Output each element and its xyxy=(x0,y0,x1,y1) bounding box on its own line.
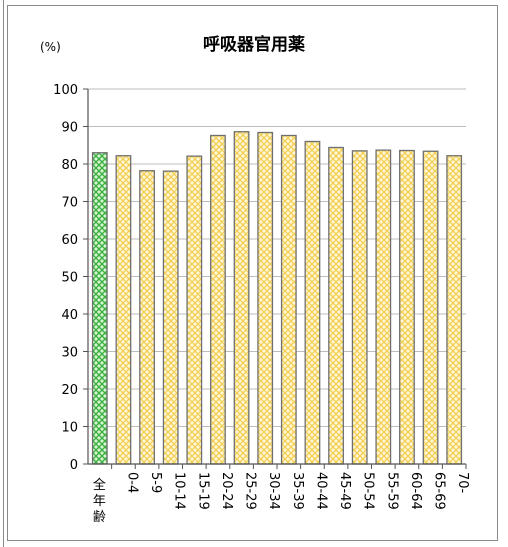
x-tick-label: 5-9 xyxy=(148,472,163,493)
x-tick-label: 40-44 xyxy=(313,472,328,510)
bar xyxy=(162,170,179,465)
x-tick-label: 35-39 xyxy=(290,472,305,510)
bar xyxy=(233,131,250,465)
x-tick-label: 10-14 xyxy=(172,472,187,510)
y-axis-ticks: 0 10 20 30 40 50 60 70 80 90 100 xyxy=(53,83,88,473)
y-tick-label: 20 xyxy=(61,383,78,398)
y-tick-label: 50 xyxy=(61,271,78,286)
x-tick-label: 20-24 xyxy=(219,472,234,510)
chart-frame xyxy=(7,5,498,541)
x-tick-label: 25-29 xyxy=(243,472,258,510)
x-axis-labels: 全年齢 0-4 5-9 10-14 15-19 20-24 25-29 30-34 35-39 4… xyxy=(93,464,470,525)
bars xyxy=(91,131,463,465)
bar xyxy=(304,140,321,465)
y-tick-label: 10 xyxy=(61,421,78,436)
y-tick-label: 60 xyxy=(61,233,78,248)
x-tick-label: 全年齢 xyxy=(93,477,106,525)
chart-title: 呼吸器官用薬 xyxy=(203,35,305,55)
bar xyxy=(328,146,344,465)
y-tick-label: 70 xyxy=(61,196,78,211)
y-tick-label: 100 xyxy=(53,83,78,98)
x-tick-label: 30-34 xyxy=(266,472,281,510)
x-tick-label: 65-69 xyxy=(432,472,447,510)
y-tick-label: 40 xyxy=(61,308,78,323)
x-tick-label: 55-59 xyxy=(384,472,399,510)
bar xyxy=(139,170,155,465)
bar xyxy=(186,155,203,465)
bar xyxy=(351,150,368,465)
bar xyxy=(399,149,415,465)
x-tick-label: 15-19 xyxy=(195,472,210,510)
x-tick-label: 0-4 xyxy=(124,472,139,493)
bar xyxy=(375,149,392,465)
bar xyxy=(91,152,108,465)
y-tick-label: 90 xyxy=(61,121,78,136)
x-tick-label: 60-64 xyxy=(408,472,423,510)
bar xyxy=(210,134,226,465)
x-tick-label: 45-49 xyxy=(337,472,352,510)
bar xyxy=(280,134,297,465)
bar xyxy=(446,155,463,465)
y-axis-unit-label: (%) xyxy=(40,40,61,54)
x-tick-label: 70- xyxy=(455,472,470,494)
bar xyxy=(115,155,132,465)
y-tick-label: 80 xyxy=(61,158,78,173)
bar xyxy=(422,150,439,465)
x-tick-label: 50-54 xyxy=(361,472,376,510)
y-tick-label: 0 xyxy=(70,458,78,473)
y-tick-label: 30 xyxy=(61,346,78,361)
bar xyxy=(257,131,274,465)
adjacent-panel-edge xyxy=(0,0,4,547)
